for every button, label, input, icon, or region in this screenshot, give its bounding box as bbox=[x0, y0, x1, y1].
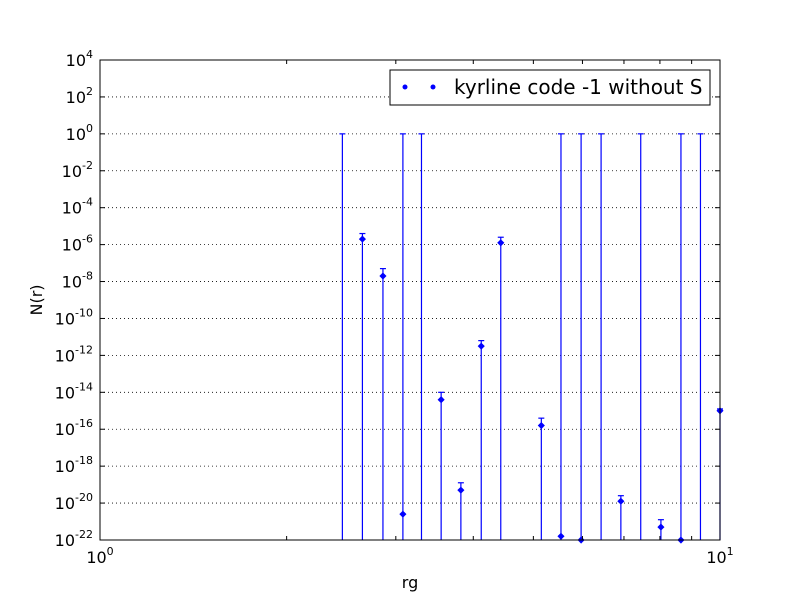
y-tick-label: 10-10 bbox=[55, 306, 93, 328]
y-tick-label: 100 bbox=[66, 122, 93, 144]
data-point bbox=[497, 239, 505, 247]
data-point bbox=[477, 342, 485, 350]
x-axis-label: rg bbox=[402, 573, 418, 592]
x-tick-label-base: 10 bbox=[86, 548, 106, 567]
y-tick-label-base: 10 bbox=[55, 420, 75, 439]
data-point bbox=[437, 396, 445, 404]
legend-marker bbox=[402, 84, 408, 90]
data-point bbox=[457, 486, 465, 494]
tick-labels: 10410210010-210-410-610-810-1010-1210-14… bbox=[55, 48, 734, 567]
legend-label: kyrline code -1 without S bbox=[454, 75, 703, 99]
legend-marker bbox=[430, 84, 436, 90]
data-point bbox=[657, 523, 665, 531]
y-tick-label-exponent: -18 bbox=[75, 454, 93, 467]
y-tick-label-base: 10 bbox=[66, 51, 86, 70]
data-point bbox=[617, 497, 625, 505]
y-tick-label-base: 10 bbox=[66, 88, 86, 107]
y-tick-label-base: 10 bbox=[62, 236, 82, 255]
x-tick-label: 100 bbox=[86, 545, 113, 567]
y-tick-label-base: 10 bbox=[55, 383, 75, 402]
data-point bbox=[537, 421, 545, 430]
x-tick-label-exponent: 0 bbox=[107, 545, 114, 558]
y-tick-label-exponent: -6 bbox=[82, 233, 93, 246]
data-point bbox=[379, 272, 387, 280]
data-point bbox=[358, 235, 366, 243]
legend-markers bbox=[402, 84, 436, 90]
legend: kyrline code -1 without S bbox=[389, 69, 711, 106]
y-tick-label: 10-8 bbox=[62, 270, 93, 292]
y-tick-label: 10-14 bbox=[55, 380, 93, 402]
y-tick-label-exponent: 2 bbox=[86, 85, 93, 98]
y-tick-label: 10-2 bbox=[62, 159, 93, 181]
y-tick-label: 10-4 bbox=[62, 196, 93, 218]
y-tick-label-exponent: -14 bbox=[75, 380, 93, 393]
ticks bbox=[99, 59, 721, 541]
y-tick-label-exponent: 4 bbox=[86, 48, 93, 61]
y-tick-label: 10-6 bbox=[62, 233, 93, 255]
x-tick-label: 101 bbox=[706, 545, 733, 567]
y-tick-label-exponent: -10 bbox=[75, 306, 93, 319]
y-tick-label-base: 10 bbox=[55, 531, 75, 550]
y-tick-label-exponent: -12 bbox=[75, 343, 93, 356]
x-tick-label-exponent: 1 bbox=[727, 545, 734, 558]
y-tick-label-exponent: -20 bbox=[75, 491, 93, 504]
y-tick-label-base: 10 bbox=[55, 346, 75, 365]
y-tick-label-exponent: 0 bbox=[86, 122, 93, 135]
y-tick-label: 102 bbox=[66, 85, 93, 107]
plot-area bbox=[99, 59, 721, 541]
y-tick-label: 10-22 bbox=[55, 528, 93, 550]
y-tick-label-base: 10 bbox=[62, 199, 82, 218]
y-tick-label-exponent: -8 bbox=[82, 270, 93, 283]
y-tick-label-base: 10 bbox=[66, 125, 86, 144]
y-tick-label: 10-18 bbox=[55, 454, 93, 476]
y-tick-label-base: 10 bbox=[55, 457, 75, 476]
legend-box bbox=[389, 69, 711, 106]
y-tick-label: 10-16 bbox=[55, 417, 93, 439]
y-tick-label-exponent: -2 bbox=[82, 159, 93, 172]
y-axis-label: N(r) bbox=[27, 284, 46, 315]
data-point bbox=[557, 532, 565, 540]
y-tick-label-base: 10 bbox=[62, 162, 82, 181]
y-tick-label-exponent: -4 bbox=[82, 196, 93, 209]
y-tick-label-exponent: -16 bbox=[75, 417, 93, 430]
x-tick-label-base: 10 bbox=[706, 548, 726, 567]
y-tick-label-exponent: -22 bbox=[75, 528, 93, 541]
y-tick-label: 10-12 bbox=[55, 343, 93, 365]
y-tick-label-base: 10 bbox=[62, 273, 82, 292]
y-tick-label-base: 10 bbox=[55, 494, 75, 513]
data-point bbox=[399, 510, 407, 518]
y-tick-label: 104 bbox=[66, 48, 93, 70]
y-tick-label: 10-20 bbox=[55, 491, 93, 513]
y-tick-label-base: 10 bbox=[55, 309, 75, 328]
series-group bbox=[339, 133, 724, 544]
